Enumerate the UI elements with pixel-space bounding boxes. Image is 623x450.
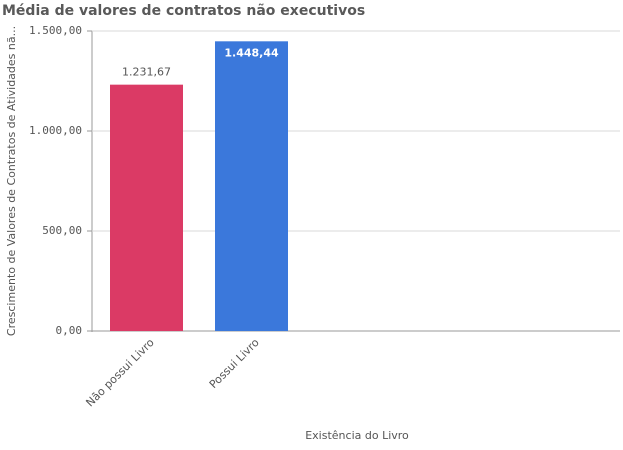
bar: [215, 41, 288, 331]
chart-title: Média de valores de contratos não execut…: [2, 3, 365, 19]
y-tick-label: 0,00: [56, 324, 83, 337]
y-tick-label: 1.500,00: [29, 24, 82, 37]
y-axis-title: Crescimento de Valores de Contratos de A…: [5, 26, 18, 336]
value-label: 1.448,44: [224, 46, 279, 59]
y-tick-label: 1.000,00: [29, 124, 82, 137]
y-tick-label: 500,00: [42, 224, 82, 237]
x-tick-label: Não possui Livro: [83, 336, 156, 409]
x-axis-title: Existência do Livro: [305, 429, 409, 442]
value-label: 1.231,67: [122, 66, 171, 79]
bar: [110, 84, 183, 331]
x-tick-label: Possui Livro: [207, 336, 262, 391]
